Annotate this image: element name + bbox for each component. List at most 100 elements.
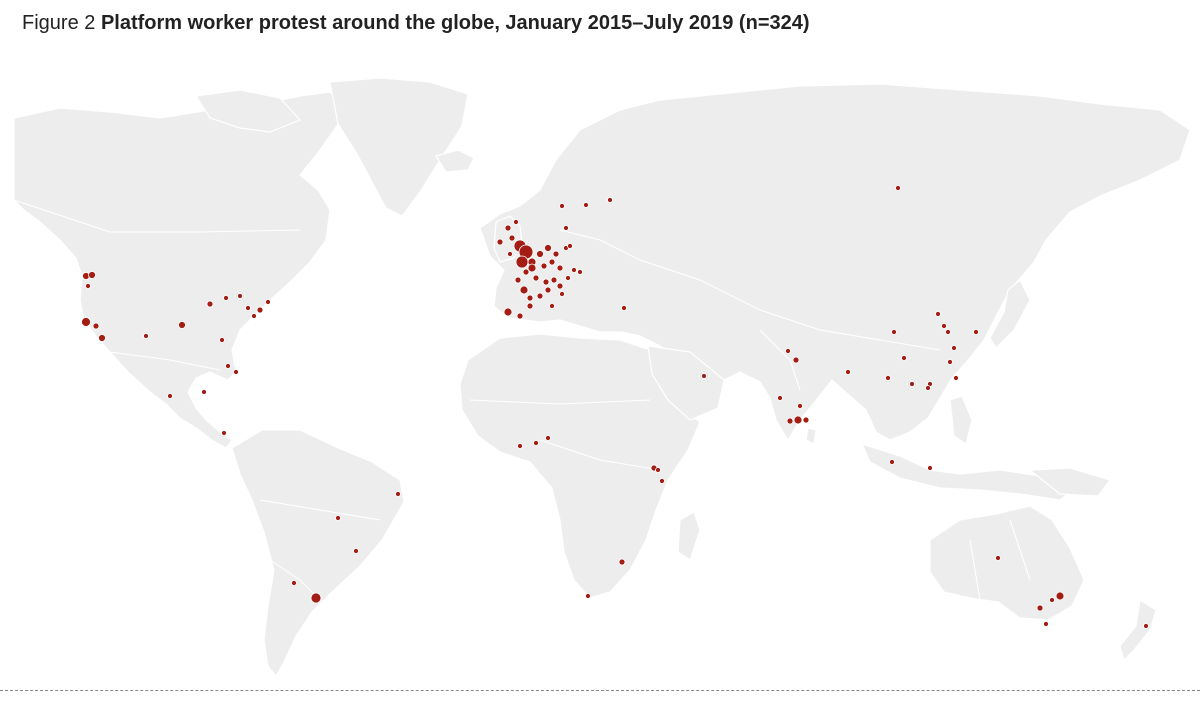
world-map (0, 60, 1200, 685)
landmass-south-america (231, 429, 405, 678)
protest-marker (621, 305, 627, 311)
bottom-rule (0, 690, 1200, 691)
protest-marker (507, 251, 513, 257)
landmass-new-guinea (1028, 467, 1111, 497)
protest-marker (885, 375, 891, 381)
landmass-japan (989, 279, 1031, 349)
protest-marker (291, 580, 297, 586)
protest-marker (552, 250, 560, 258)
protest-marker (549, 303, 555, 309)
protest-marker (1049, 597, 1055, 603)
protest-marker (889, 459, 895, 465)
protest-marker (845, 369, 851, 375)
protest-marker (785, 348, 791, 354)
border-europe-russia (559, 229, 701, 281)
protest-marker (143, 333, 149, 339)
border-sahel (469, 399, 651, 405)
protest-marker (526, 302, 534, 310)
protest-marker (522, 268, 530, 276)
protest-marker (607, 197, 613, 203)
landmass-north-america (13, 91, 349, 449)
landmass-greenland (329, 77, 469, 217)
landmass-philippines (949, 395, 973, 445)
protest-marker (1036, 604, 1044, 612)
protest-marker (545, 435, 551, 441)
protest-marker (548, 258, 556, 266)
protest-marker (544, 286, 552, 294)
protest-marker (225, 363, 231, 369)
protest-markers (81, 185, 1149, 629)
protest-marker (516, 312, 524, 320)
protest-marker (701, 373, 707, 379)
border-central-africa (539, 439, 661, 471)
protest-marker (88, 271, 96, 279)
protest-marker (251, 313, 257, 319)
protest-marker (571, 267, 577, 273)
border-brazil (259, 499, 381, 521)
protest-marker (659, 478, 665, 484)
protest-marker (927, 465, 933, 471)
protest-marker (802, 416, 810, 424)
protest-marker (265, 299, 271, 305)
protest-marker (540, 262, 548, 270)
landmass-sri-lanka (805, 427, 817, 445)
protest-marker (178, 321, 186, 329)
protest-marker (973, 329, 979, 335)
protest-marker (515, 255, 529, 269)
protest-marker (513, 219, 519, 225)
border-australia-states (969, 539, 981, 601)
protest-marker (233, 369, 239, 375)
protest-marker (167, 393, 173, 399)
country-borders (13, 199, 1031, 601)
protest-marker (256, 306, 264, 314)
border-australia-states-2 (1009, 519, 1031, 581)
protest-marker (925, 385, 931, 391)
protest-marker (1055, 591, 1065, 601)
protest-marker (542, 278, 550, 286)
landmass-madagascar (677, 511, 701, 561)
landmass-australia (929, 505, 1085, 621)
protest-marker (85, 283, 91, 289)
protest-marker (559, 203, 565, 209)
protest-marker (797, 403, 803, 409)
protest-marker (793, 415, 803, 425)
protest-marker (792, 356, 800, 364)
protest-marker (395, 491, 401, 497)
protest-marker (245, 305, 251, 311)
protest-marker (563, 225, 569, 231)
protest-marker (201, 389, 207, 395)
protest-marker (544, 244, 552, 252)
protest-marker (532, 274, 540, 282)
protest-marker (527, 263, 537, 273)
protest-marker (503, 307, 513, 317)
figure-title-text: Platform worker protest around the globe… (100, 12, 810, 34)
protest-marker (533, 440, 539, 446)
protest-marker (237, 293, 243, 299)
protest-marker (310, 592, 322, 604)
border-russia-china (699, 279, 941, 351)
protest-marker (618, 558, 626, 566)
protest-marker (221, 430, 227, 436)
protest-marker (655, 467, 661, 473)
protest-marker (92, 322, 100, 330)
protest-marker (353, 548, 359, 554)
protest-marker (504, 224, 512, 232)
protest-marker (536, 250, 544, 258)
protest-marker (945, 329, 951, 335)
landmass-indonesia (860, 443, 1072, 501)
protest-marker (585, 593, 591, 599)
protest-marker (935, 311, 941, 317)
protest-marker (567, 243, 573, 249)
protest-marker (81, 317, 91, 327)
protest-marker (583, 202, 589, 208)
protest-marker (951, 345, 957, 351)
protest-marker (536, 292, 544, 300)
protest-marker (909, 381, 915, 387)
world-map-svg (13, 77, 1191, 678)
protest-marker (206, 300, 214, 308)
protest-marker (98, 334, 106, 342)
protest-marker (519, 285, 529, 295)
landmass-new-zealand (1119, 599, 1157, 662)
landmass-eurasia (479, 83, 1191, 442)
protest-marker (556, 282, 564, 290)
